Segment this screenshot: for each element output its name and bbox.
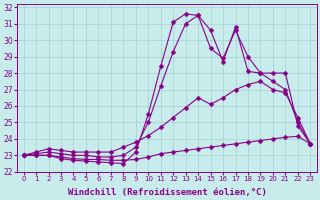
X-axis label: Windchill (Refroidissement éolien,°C): Windchill (Refroidissement éolien,°C) bbox=[68, 188, 266, 197]
